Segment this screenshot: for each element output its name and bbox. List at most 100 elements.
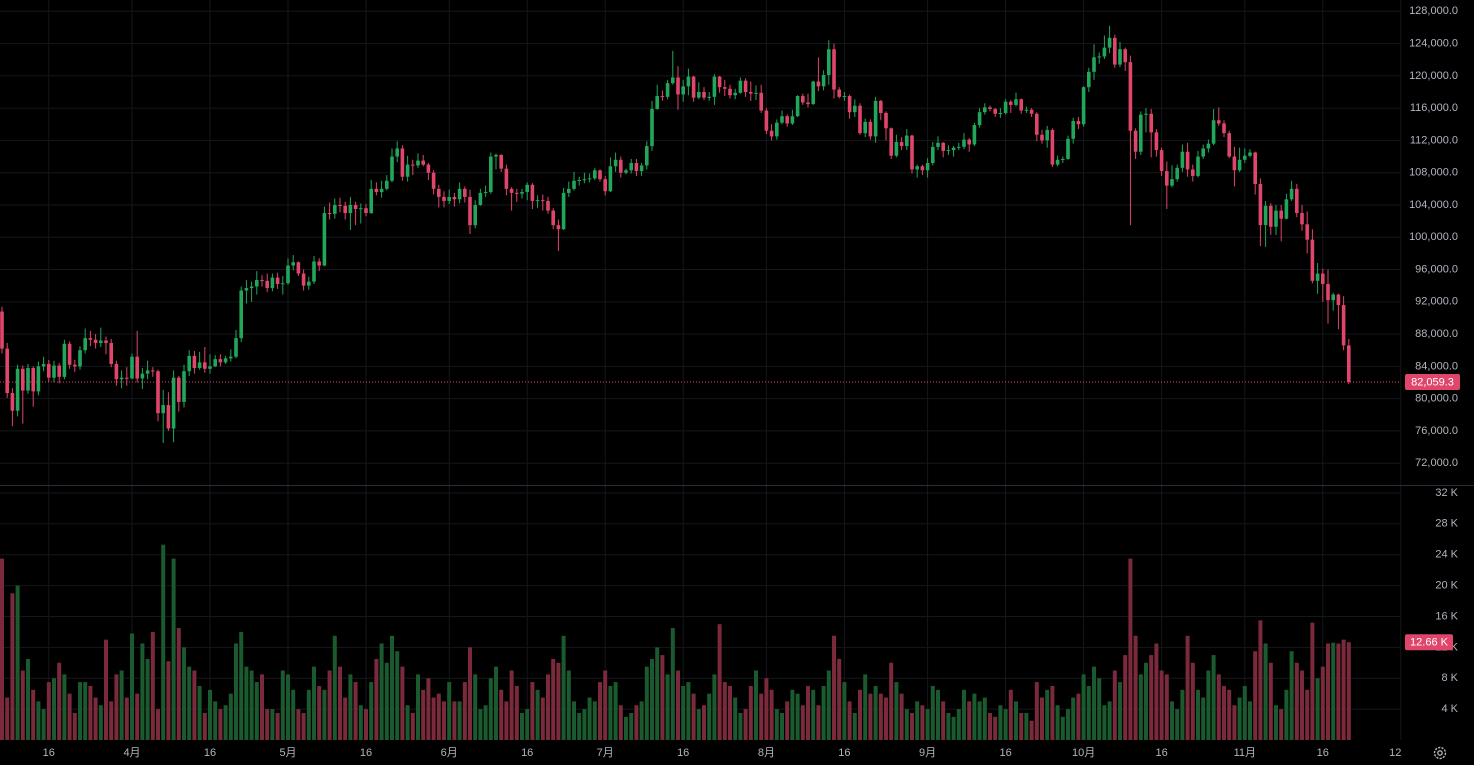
volume-bar xyxy=(202,712,207,740)
volume-bar xyxy=(1123,655,1128,740)
volume-bar xyxy=(10,593,15,740)
candle-body xyxy=(1076,121,1081,125)
volume-bar xyxy=(1305,689,1310,740)
volume-bar xyxy=(676,670,680,740)
volume-bar xyxy=(1086,685,1091,740)
candle-body xyxy=(691,76,696,98)
volume-bar xyxy=(473,674,478,740)
candle-body xyxy=(5,348,9,394)
volume-bar xyxy=(603,670,608,740)
candle-body xyxy=(624,170,628,173)
volume-bar xyxy=(608,685,613,740)
volume-tick-label: 8 K xyxy=(1441,672,1458,684)
volume-bar xyxy=(436,693,441,740)
volume-bar xyxy=(847,701,852,740)
candle-body xyxy=(78,350,82,367)
candle-body xyxy=(1159,150,1164,172)
volume-bar xyxy=(1227,689,1232,740)
volume-bar xyxy=(161,544,166,740)
y-tick-label: 128,000.0 xyxy=(1409,5,1458,17)
volume-bar xyxy=(1112,670,1117,740)
volume-bar xyxy=(764,678,769,740)
volume-bar xyxy=(1138,674,1143,740)
volume-bar xyxy=(816,705,821,740)
candle-body xyxy=(1154,132,1159,151)
candle-body xyxy=(962,139,966,147)
candle-body xyxy=(359,208,363,210)
candle-body xyxy=(567,188,571,193)
candle-body xyxy=(697,91,701,98)
volume-bar xyxy=(712,674,717,740)
volume-bar xyxy=(665,674,670,740)
candle-body xyxy=(442,196,446,201)
candle-body xyxy=(957,146,961,148)
volume-bar xyxy=(1003,709,1008,740)
volume-bar xyxy=(1154,643,1159,740)
candle-body xyxy=(1185,151,1190,170)
gear-outline[interactable] xyxy=(1433,746,1447,760)
volume-bar xyxy=(670,628,675,740)
candle-body xyxy=(1061,158,1065,160)
candle-body xyxy=(1180,151,1185,168)
volume-bar xyxy=(587,697,592,740)
volume-bar xyxy=(296,709,301,740)
volume-bar xyxy=(977,701,982,740)
volume-bar xyxy=(858,689,862,740)
volume-bar xyxy=(400,666,405,740)
volume-bar xyxy=(920,705,925,740)
volume-bar xyxy=(728,685,732,740)
volume-bar xyxy=(540,697,545,740)
volume-bar xyxy=(270,709,275,740)
volume-bar xyxy=(702,705,706,740)
x-axis: 16 4月 16 5月 16 6月 16 7月 16 8月 16 9月 16 10月 16 11月 16 12月 xyxy=(43,747,1413,759)
candle-body xyxy=(1347,345,1351,383)
candle-body xyxy=(967,139,971,145)
candle-body xyxy=(31,367,35,392)
volume-bar xyxy=(525,709,530,740)
candle-body xyxy=(1102,47,1107,57)
volume-bar xyxy=(41,709,46,740)
candle-body xyxy=(577,179,581,181)
volume-bar xyxy=(972,693,977,740)
candle-body xyxy=(478,192,483,205)
x-tick-label: 16 xyxy=(838,747,850,759)
volume-bar xyxy=(1294,662,1299,740)
volume-bar xyxy=(150,631,155,740)
candle-body xyxy=(1191,169,1195,176)
x-tick-label: 16 xyxy=(204,747,216,759)
volume-bar xyxy=(1263,643,1268,740)
volume-bar xyxy=(478,709,483,740)
settings-icon[interactable] xyxy=(1433,746,1447,760)
volume-bar xyxy=(390,635,394,740)
candle-body xyxy=(816,81,821,87)
x-tick-label: 5月 xyxy=(279,747,296,759)
candle-body xyxy=(109,342,113,364)
volume-bar xyxy=(228,693,233,740)
volume-bar xyxy=(1320,666,1325,740)
volume-bar xyxy=(1029,720,1034,740)
candle-body xyxy=(1035,113,1039,135)
candle-body xyxy=(795,96,800,117)
candle-body xyxy=(593,170,597,179)
candle-body xyxy=(1217,120,1221,124)
gear-center[interactable] xyxy=(1437,750,1443,756)
candle-body xyxy=(468,196,472,226)
candle-body xyxy=(307,281,311,286)
volume-bar xyxy=(26,658,30,740)
candle-body xyxy=(41,363,46,367)
volume-tick-label: 20 K xyxy=(1435,579,1458,591)
candle-body xyxy=(119,377,124,380)
volume-bar xyxy=(1284,689,1289,740)
volume-bar xyxy=(1232,705,1237,740)
candle-body xyxy=(145,370,150,374)
volume-bar xyxy=(239,631,244,740)
candle-body xyxy=(608,166,613,192)
candle-body xyxy=(1113,37,1117,65)
volume-bar xyxy=(1066,709,1070,740)
candle-body xyxy=(993,108,997,114)
x-tick-label: 16 xyxy=(43,747,55,759)
x-tick-label: 16 xyxy=(521,747,533,759)
volume-bar xyxy=(1274,705,1278,740)
volume-bar xyxy=(660,655,665,740)
volume-bar xyxy=(1211,655,1216,740)
